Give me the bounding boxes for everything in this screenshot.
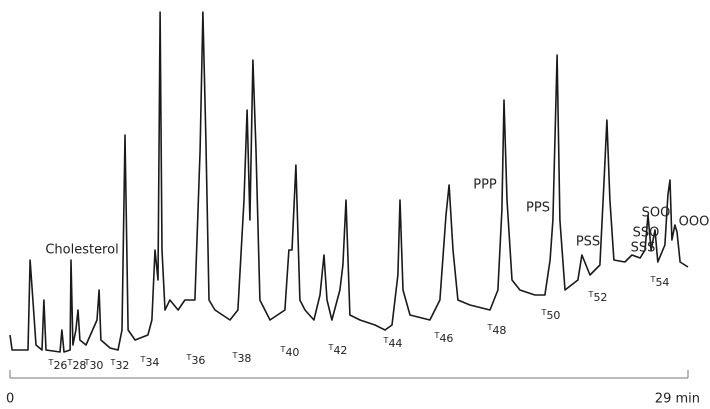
carbon-prefix: T xyxy=(110,358,116,367)
carbon-prefix: T xyxy=(434,331,440,340)
carbon-number-label: T46 xyxy=(434,331,454,346)
peak-label: PPP xyxy=(473,178,497,193)
carbon-prefix: T xyxy=(67,358,73,367)
carbon-number-label: T42 xyxy=(328,343,348,358)
carbon-number: 40 xyxy=(285,346,299,359)
carbon-number-label: T52 xyxy=(588,290,608,305)
carbon-number-label: T30 xyxy=(84,358,104,373)
carbon-prefix: T xyxy=(84,358,90,367)
carbon-number-label: T44 xyxy=(383,336,403,351)
carbon-number-label: T36 xyxy=(186,353,206,368)
peak-label: SOO xyxy=(642,206,671,221)
carbon-number: 50 xyxy=(546,309,560,322)
carbon-number: 32 xyxy=(115,359,129,372)
carbon-prefix: T xyxy=(487,323,493,332)
carbon-prefix: T xyxy=(232,351,238,360)
carbon-number: 44 xyxy=(388,337,402,350)
carbon-prefix: T xyxy=(186,353,192,362)
carbon-number: 46 xyxy=(439,332,453,345)
x-tick-label: 0 xyxy=(6,392,14,407)
carbon-prefix: T xyxy=(140,355,146,364)
carbon-number-label: T50 xyxy=(541,308,561,323)
carbon-number-label: T32 xyxy=(110,358,130,373)
carbon-number: 28 xyxy=(72,359,86,372)
carbon-number-label: T54 xyxy=(650,275,670,290)
carbon-prefix: T xyxy=(588,290,594,299)
peak-label: PPS xyxy=(526,201,550,216)
carbon-number: 52 xyxy=(593,291,607,304)
carbon-number: 42 xyxy=(333,344,347,357)
chromatogram-trace xyxy=(9,11,689,353)
carbon-prefix: T xyxy=(280,345,286,354)
carbon-number: 34 xyxy=(145,356,159,369)
peak-label: Cholesterol xyxy=(45,243,118,258)
x-tick-label: 29 min xyxy=(655,392,700,407)
carbon-number: 38 xyxy=(237,352,251,365)
carbon-number: 30 xyxy=(89,359,103,372)
carbon-number-label: T28 xyxy=(67,358,87,373)
carbon-number-label: T40 xyxy=(280,345,300,360)
carbon-prefix: T xyxy=(48,358,54,367)
carbon-number: 48 xyxy=(492,324,506,337)
carbon-prefix: T xyxy=(328,343,334,352)
carbon-prefix: T xyxy=(541,308,547,317)
carbon-number-label: T38 xyxy=(232,351,252,366)
carbon-number-label: T48 xyxy=(487,323,507,338)
carbon-prefix: T xyxy=(650,275,656,284)
carbon-number-label: T26 xyxy=(48,358,68,373)
carbon-number: 36 xyxy=(191,354,205,367)
peak-label: OOO xyxy=(679,215,710,230)
carbon-prefix: T xyxy=(383,336,389,345)
peak-label: SSO xyxy=(633,226,660,241)
carbon-number: 26 xyxy=(53,359,67,372)
peak-label: SSS xyxy=(631,241,656,256)
carbon-number: 54 xyxy=(655,276,669,289)
peak-label: PSS xyxy=(576,235,600,250)
carbon-number-label: T34 xyxy=(140,355,160,370)
